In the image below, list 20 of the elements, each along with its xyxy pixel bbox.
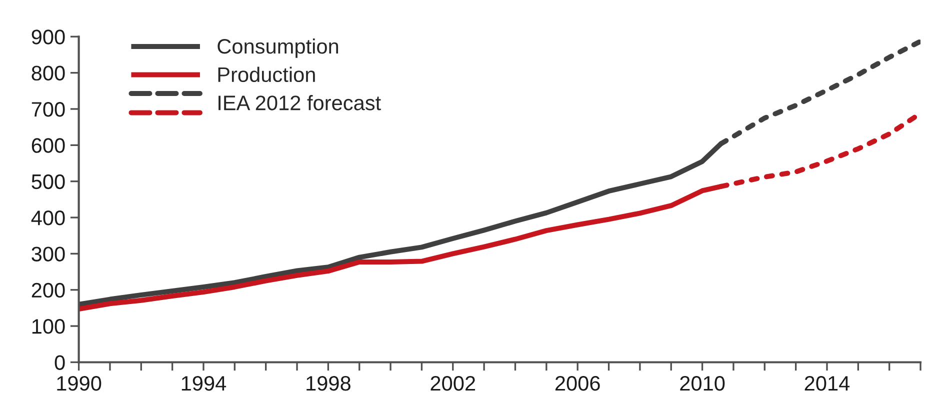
y-tick-label: 600 [32,138,65,153]
x-tick-label: 2002 [430,376,476,391]
y-tick-label: 700 [32,102,65,117]
x-tick-label: 2014 [804,376,850,391]
x-tick-label: 1990 [57,376,102,391]
legend-label: Production [218,66,315,82]
x-tick-label: 1998 [306,376,350,391]
y-tick-label: 900 [32,30,65,44]
x-tick-label: 1994 [182,376,226,391]
y-tick-label: 100 [32,319,65,334]
y-tick-label: 500 [32,174,65,190]
y-tick-label: 800 [32,66,65,81]
x-tick-label: 2010 [680,376,725,391]
y-tick-label: 0 [54,355,65,370]
legend-label: Consumption [218,38,338,58]
y-tick-label: 300 [32,246,65,262]
y-tick-label: 400 [31,210,65,226]
y-tick-label: 200 [32,282,65,298]
x-tick-label: 2006 [555,376,600,391]
legend-label: IEA 2012 forecast [218,95,381,110]
